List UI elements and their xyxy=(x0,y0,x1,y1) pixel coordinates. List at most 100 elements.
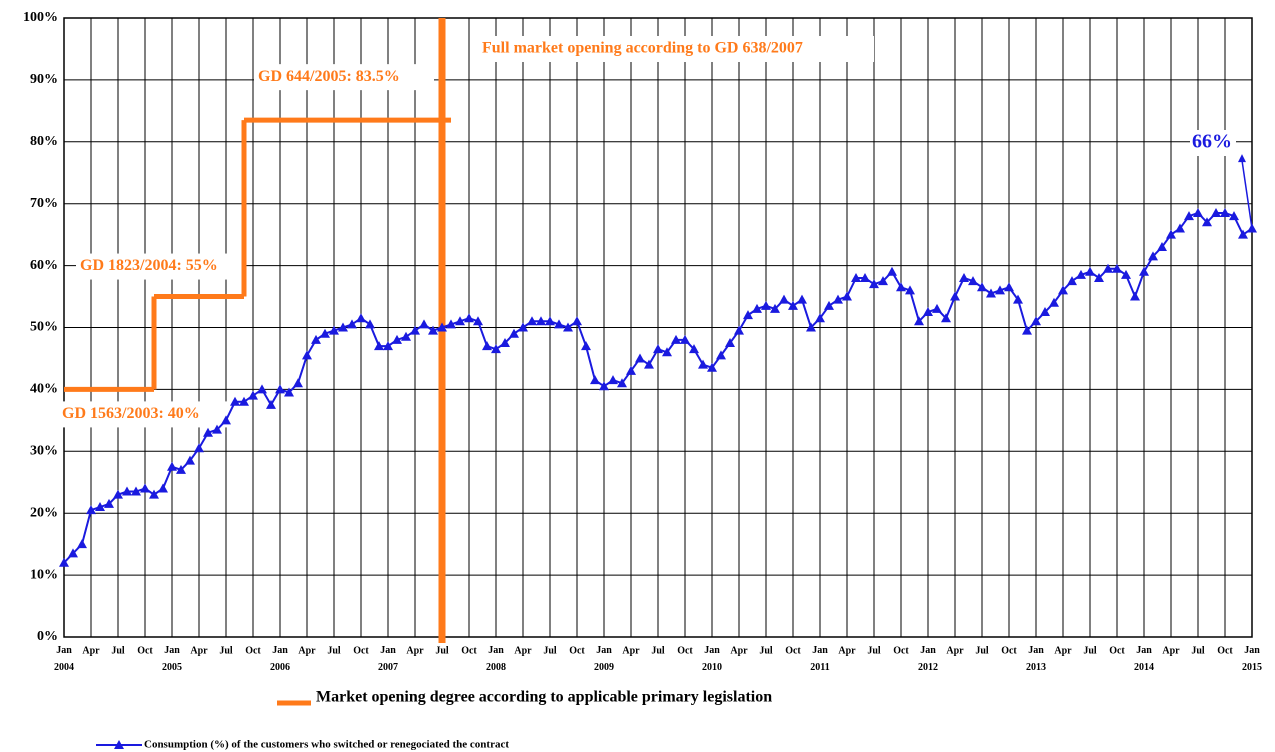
point-marker xyxy=(59,557,69,567)
x-tick-label: Apr xyxy=(946,645,964,656)
y-tick-label: 50% xyxy=(30,320,58,335)
x-tick-label: Jul xyxy=(975,645,989,656)
point-marker xyxy=(896,282,906,292)
label-box xyxy=(254,64,434,91)
point-marker xyxy=(977,282,987,292)
point-marker xyxy=(878,276,888,286)
x-tick-label: Apr xyxy=(730,645,748,656)
point-marker xyxy=(1094,272,1104,282)
point-marker xyxy=(284,387,294,397)
point-marker xyxy=(482,341,492,351)
y-tick-label: 90% xyxy=(30,72,58,87)
x-tick-label: Jan 2004 xyxy=(54,645,74,673)
x-tick-label: Jan 2014 xyxy=(1134,645,1154,673)
x-tick-label: Jan 2008 xyxy=(486,645,506,673)
point-marker xyxy=(581,341,591,351)
x-tick-label: Jan 2007 xyxy=(378,645,398,673)
point-marker xyxy=(1031,316,1041,326)
point-marker xyxy=(824,300,834,310)
full-opening-label: Full market opening according to GD 638/… xyxy=(482,40,803,57)
point-marker xyxy=(113,489,123,499)
x-tick-label: Jul xyxy=(543,645,557,656)
point-marker xyxy=(383,341,393,351)
y-tick-label: 80% xyxy=(30,134,58,149)
point-marker xyxy=(761,300,771,310)
x-tick-label: Oct xyxy=(245,645,261,656)
point-marker xyxy=(626,365,636,375)
point-marker xyxy=(644,359,654,369)
x-tick-label: Jul xyxy=(759,645,773,656)
x-tick-label: Jul xyxy=(111,645,125,656)
point-marker xyxy=(662,347,672,357)
point-marker xyxy=(1121,269,1131,279)
point-marker xyxy=(239,396,249,406)
point-marker xyxy=(509,328,519,338)
x-tick-label: Apr xyxy=(190,645,208,656)
point-marker xyxy=(356,313,366,323)
y-tick-label: 0% xyxy=(37,629,58,644)
point-marker xyxy=(176,464,186,474)
point-marker xyxy=(1040,307,1050,317)
x-tick-label: Jul xyxy=(867,645,881,656)
x-tick-label: Apr xyxy=(298,645,316,656)
x-tick-label: Jul xyxy=(327,645,341,656)
point-marker xyxy=(752,303,762,313)
point-marker xyxy=(437,322,447,332)
y-tick-label: 100% xyxy=(23,10,58,25)
point-marker xyxy=(320,328,330,338)
point-marker xyxy=(77,539,87,549)
x-tick-label: Jan 2011 xyxy=(810,645,829,673)
point-marker xyxy=(770,303,780,313)
annotation-label: 66% xyxy=(1192,131,1232,153)
point-marker xyxy=(1175,223,1185,233)
x-tick-label: Oct xyxy=(893,645,909,656)
point-marker xyxy=(1202,217,1212,227)
label-box xyxy=(58,401,244,428)
x-tick-label: Jan 2015 xyxy=(1242,645,1262,673)
point-marker xyxy=(464,313,474,323)
point-marker xyxy=(1211,207,1221,217)
x-tick-label: Apr xyxy=(622,645,640,656)
point-marker xyxy=(788,300,798,310)
point-marker xyxy=(140,483,150,493)
x-tick-label: Oct xyxy=(1001,645,1017,656)
point-marker xyxy=(716,350,726,360)
point-marker xyxy=(104,498,114,508)
point-marker xyxy=(455,316,465,326)
point-marker xyxy=(518,322,528,332)
y-tick-label: 40% xyxy=(30,382,58,397)
point-marker xyxy=(1193,207,1203,217)
x-tick-label: Jan 2006 xyxy=(270,645,290,673)
point-marker xyxy=(410,325,420,335)
point-marker xyxy=(194,443,204,453)
y-tick-label: 20% xyxy=(30,505,58,520)
step-label: GD 1563/2003: 40% xyxy=(62,405,200,422)
legend-label: Market opening degree according to appli… xyxy=(316,689,772,706)
point-marker xyxy=(122,486,132,496)
point-marker xyxy=(1022,325,1032,335)
x-tick-label: Oct xyxy=(461,645,477,656)
point-marker xyxy=(671,334,681,344)
point-marker xyxy=(536,316,546,326)
point-marker xyxy=(95,502,105,512)
point-marker xyxy=(545,316,555,326)
label-box xyxy=(76,253,246,280)
point-marker xyxy=(734,325,744,335)
point-marker xyxy=(1184,211,1194,221)
point-marker xyxy=(599,381,609,391)
point-marker xyxy=(392,334,402,344)
point-marker xyxy=(1058,285,1068,295)
x-tick-label: Apr xyxy=(82,645,100,656)
point-marker xyxy=(491,344,501,354)
point-marker xyxy=(1049,297,1059,307)
x-tick-label: Jan 2010 xyxy=(702,645,722,673)
point-marker xyxy=(563,322,573,332)
point-marker xyxy=(680,334,690,344)
point-marker xyxy=(572,316,582,326)
point-marker xyxy=(365,319,375,329)
point-marker xyxy=(554,319,564,329)
x-tick-label: Apr xyxy=(1054,645,1072,656)
point-marker xyxy=(1166,229,1176,239)
arrow-head xyxy=(1238,154,1246,163)
point-marker xyxy=(698,359,708,369)
